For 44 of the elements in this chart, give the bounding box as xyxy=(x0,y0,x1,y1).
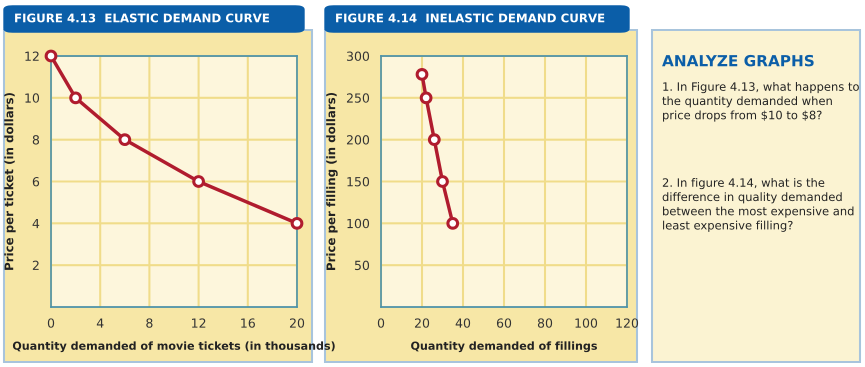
point xyxy=(420,91,432,104)
y-tick-label: 8 xyxy=(32,135,40,145)
y-tick-label: 2 xyxy=(32,260,39,270)
y-axis-title: Price per filling (in dollars) xyxy=(326,92,338,270)
x-tick-label: 20 xyxy=(414,318,430,328)
x-tick-label: 12 xyxy=(192,318,206,328)
point xyxy=(428,133,441,146)
x-axis-title: Quantity demanded of fillings xyxy=(411,341,597,352)
y-tick-label: 6 xyxy=(32,176,40,186)
x-tick-label: 120 xyxy=(616,318,638,328)
point xyxy=(192,175,205,188)
x-tick-label: 20 xyxy=(290,318,304,328)
x-tick-label: 60 xyxy=(496,318,512,328)
x-tick-label: 0 xyxy=(48,318,54,328)
point xyxy=(69,91,82,104)
y-tick-label: 50 xyxy=(354,260,370,270)
y-tick-label: 250 xyxy=(346,93,370,103)
y-tick-label: 100 xyxy=(347,218,370,228)
y-tick-label: 4 xyxy=(32,218,40,228)
text: 1. In Figure 4.13, what happens to the quantity demanded when price drops from $10 to $8? xyxy=(662,82,859,122)
point xyxy=(416,68,428,81)
point xyxy=(44,50,58,62)
chart-title: FIGURE 4.14 INELASTIC DEMAND CURVE xyxy=(336,13,604,22)
point xyxy=(436,175,449,188)
y-tick-label: 200 xyxy=(346,135,370,145)
y-axis-title: Price per ticket (in dollars) xyxy=(4,93,16,270)
y-tick-label: 150 xyxy=(347,176,370,186)
chart-title: FIGURE 4.13 ELASTIC DEMAND CURVE xyxy=(15,13,270,22)
x-tick-label: 100 xyxy=(575,318,598,328)
y-tick-label: 12 xyxy=(25,51,39,61)
text: 2. In figure 4.14, what is the difference in quality demanded between the most expensive and least expensive filling? xyxy=(662,178,854,232)
x-tick-label: 8 xyxy=(146,318,153,328)
x-tick-label: 80 xyxy=(538,318,552,328)
y-tick-label: 300 xyxy=(346,51,370,61)
x-tick-label: 4 xyxy=(96,318,104,328)
x-tick-label: 40 xyxy=(456,318,470,328)
x-axis-title: Quantity demanded of movie tickets (in thousands) xyxy=(12,341,335,352)
y-tick-label: 10 xyxy=(25,93,40,103)
x-tick-label: 0 xyxy=(378,318,384,328)
text: ANALYZE GRAPHS xyxy=(662,54,814,66)
point xyxy=(290,216,304,230)
x-tick-label: 16 xyxy=(241,318,255,328)
point xyxy=(446,216,460,230)
point xyxy=(118,133,132,146)
